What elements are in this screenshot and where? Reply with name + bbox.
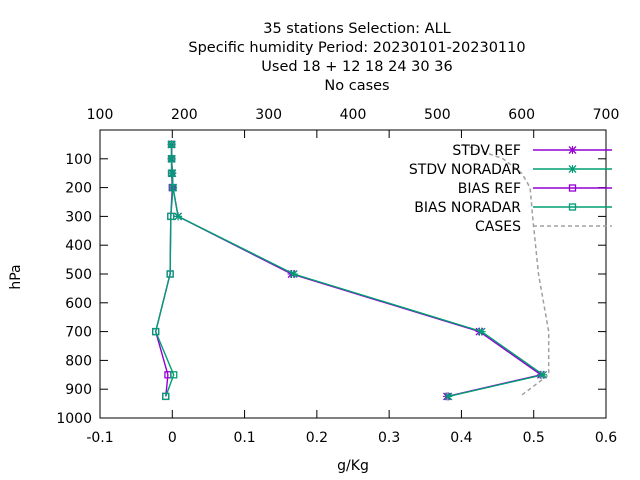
legend-marker — [568, 203, 577, 211]
legend-marker — [568, 146, 577, 154]
x-tick-label: 0.5 — [523, 430, 545, 446]
title-line-3: Used 18 + 12 18 24 30 36 — [261, 59, 452, 75]
axes: -0.1 0 0.1 0.2 0.3 0.4 0.5 0.6 100 200 300 400 500 60… — [56, 107, 619, 446]
series-bias-noradar — [152, 140, 178, 401]
plot-area — [152, 140, 550, 401]
series-line-cases — [462, 143, 550, 397]
series-stdv-noradar — [167, 140, 548, 401]
data-point-bias-noradar — [166, 270, 174, 278]
legend-label: STDV NORADAR — [409, 162, 521, 178]
title-line-2: Specific humidity Period: 20230101-20230… — [188, 40, 525, 56]
data-point-bias-noradar — [167, 140, 176, 149]
data-point-stdv-noradar — [444, 392, 453, 401]
chart-title: 35 stations Selection: ALL Specific humi… — [188, 21, 525, 94]
series-stdv-ref — [167, 140, 545, 401]
x2-tick-label: 100 — [87, 107, 114, 123]
legend-item-stdv-noradar: STDV NORADAR — [409, 162, 612, 178]
legend-item-stdv-ref: STDV REF — [452, 143, 612, 159]
series-line-bias-noradar — [154, 144, 175, 397]
data-point-bias-noradar — [152, 327, 160, 336]
data-point-stdv-noradar — [289, 270, 298, 278]
data-point-bias-noradar — [167, 155, 176, 163]
x2-tick-label: 700 — [593, 107, 620, 123]
legend-item-bias-ref: BIAS REF — [458, 181, 612, 197]
y-tick-label: 900 — [65, 382, 92, 398]
data-point-bias-noradar — [167, 212, 175, 221]
title-line-4: No cases — [324, 78, 389, 94]
data-point-bias-noradar — [162, 392, 170, 401]
legend-item-bias-noradar: BIAS NORADAR — [414, 200, 612, 216]
legend-label: CASES — [475, 219, 521, 235]
series-cases — [462, 143, 550, 397]
y-tick-label: 200 — [65, 181, 92, 197]
y-tick-label: 300 — [65, 209, 92, 225]
data-point-bias-noradar — [170, 371, 178, 379]
y-tick-label: 600 — [65, 296, 92, 312]
legend-label: BIAS NORADAR — [414, 200, 521, 216]
x-axis-label: g/Kg — [337, 458, 369, 474]
x2-tick-label: 400 — [340, 107, 367, 123]
data-point-stdv-noradar — [477, 327, 486, 336]
data-point-bias-noradar — [169, 183, 177, 192]
x2-tick-label: 500 — [424, 107, 451, 123]
y-tick-label: 400 — [65, 238, 92, 254]
x2-tick-label: 300 — [255, 107, 282, 123]
x2-tick-label: 200 — [171, 107, 198, 123]
legend: STDV REF STDV NORADAR BIAS REF BIAS NORADAR… — [409, 143, 612, 235]
legend-marker — [568, 184, 577, 192]
x-tick-label: -0.1 — [86, 430, 113, 446]
legend-label: BIAS REF — [458, 181, 521, 197]
legend-item-cases: CASES — [475, 219, 612, 235]
y-axis-label: hPa — [8, 264, 24, 289]
data-point-bias-noradar — [167, 169, 176, 177]
x-tick-label: 0.2 — [306, 430, 328, 446]
y-tick-label: 700 — [65, 325, 92, 341]
legend-marker — [568, 165, 577, 173]
x-tick-label: 0.3 — [378, 430, 400, 446]
x-tick-label: 0.4 — [450, 430, 472, 446]
data-point-stdv-noradar — [174, 212, 183, 221]
y-tick-label: 100 — [65, 152, 92, 168]
x2-tick-label: 600 — [508, 107, 535, 123]
y-tick-label: 500 — [65, 267, 92, 283]
y-tick-label: 800 — [65, 353, 92, 369]
data-point-stdv-noradar — [539, 370, 548, 379]
title-line-1: 35 stations Selection: ALL — [263, 21, 451, 37]
x-tick-label: 0 — [168, 430, 177, 446]
x-tick-label: 0.1 — [233, 430, 255, 446]
y-tick-label: 1000 — [56, 411, 92, 427]
legend-label: STDV REF — [452, 143, 521, 159]
x-tick-label: 0.6 — [595, 430, 617, 446]
